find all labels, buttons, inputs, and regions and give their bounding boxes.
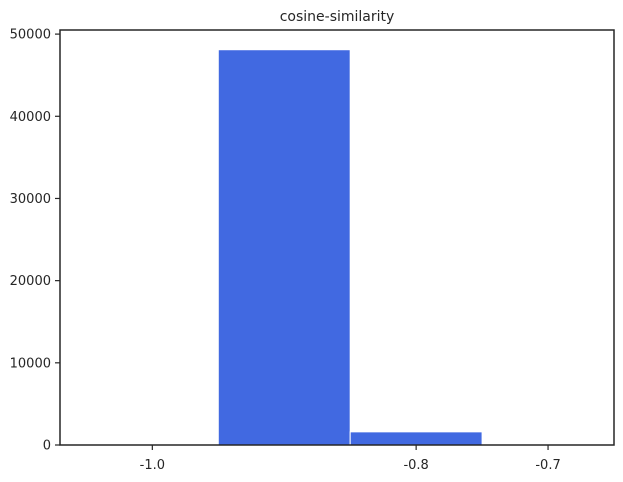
bars-group bbox=[217, 49, 483, 446]
y-tick-label: 50000 bbox=[10, 28, 51, 43]
x-tick-label: -1.0 bbox=[140, 458, 165, 473]
axes-frame bbox=[59, 29, 615, 446]
x-tick-label: -0.8 bbox=[403, 458, 428, 473]
histogram-bar-1 bbox=[217, 49, 351, 446]
y-axis: 0 10000 20000 30000 40000 50000 bbox=[10, 28, 60, 454]
histogram-bar-2 bbox=[349, 431, 483, 446]
y-tick-label: 10000 bbox=[10, 356, 51, 371]
y-tick-label: 0 bbox=[43, 439, 51, 454]
y-tick-label: 40000 bbox=[10, 110, 51, 125]
y-tick-label: 30000 bbox=[10, 192, 51, 207]
x-tick-label: -0.7 bbox=[535, 458, 560, 473]
chart-title: cosine-similarity bbox=[280, 9, 395, 25]
y-tick-label: 20000 bbox=[10, 274, 51, 289]
x-axis: -1.0 -0.8 -0.7 bbox=[140, 445, 561, 473]
